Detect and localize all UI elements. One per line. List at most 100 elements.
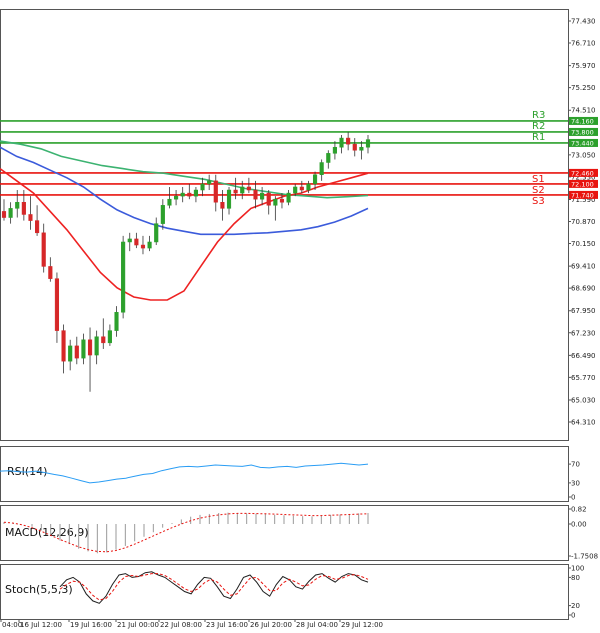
candle-down (87, 339, 93, 356)
price-axis-label: 76.710 (571, 40, 596, 48)
rsi-axis-label: 0 (571, 494, 575, 502)
candle-up (359, 146, 364, 151)
price-axis-label: 68.690 (571, 285, 596, 293)
price-axis-label: 75.970 (571, 62, 596, 70)
rsi-panel-frame (0, 446, 569, 502)
candle-up (332, 146, 337, 154)
stoch-axis-label: 20 (571, 602, 580, 610)
level-tag-value-r3: 74.160 (571, 118, 594, 126)
candle-up (15, 201, 20, 209)
candle-up (121, 241, 126, 313)
level-tag-r3 (569, 116, 598, 125)
time-axis-label: 29 Jul 12:00 (341, 621, 383, 629)
ma-blue-line (0, 146, 369, 236)
candle-up (147, 241, 152, 249)
rsi-axis-label: 30 (571, 479, 580, 487)
candle-down (213, 180, 218, 203)
level-tag-value-s3: 71.740 (571, 192, 594, 200)
stoch-axis-label: 100 (571, 565, 584, 573)
level-label-s2: S2 (532, 185, 545, 196)
ma-green-line (0, 140, 369, 199)
time-axis-label: 04:00 (2, 621, 22, 629)
candle-down (28, 214, 33, 221)
candle-up (8, 208, 13, 218)
candle-down (140, 244, 146, 249)
price-axis-label: 64.310 (571, 419, 596, 427)
rsi-axis-label: 70 (571, 461, 580, 469)
time-axis-label: 21 Jul 00:00 (117, 621, 159, 629)
candle-up (260, 192, 265, 200)
candle-up (200, 183, 205, 191)
stoch-axis-label: 80 (571, 574, 580, 582)
macd-axis-label: 0.82 (571, 506, 587, 514)
candle-down (74, 345, 79, 359)
candle-up (160, 205, 165, 224)
candle-down (220, 201, 225, 209)
price-axis-label: 71.590 (571, 196, 596, 204)
price-axis-label: 70.870 (571, 218, 596, 226)
candle-down (21, 201, 26, 215)
candle-up (174, 195, 179, 200)
time-axis-label: 19 Jul 16:00 (70, 621, 112, 629)
price-axis-label: 66.490 (571, 352, 596, 360)
candle-up (193, 189, 198, 197)
ma-red-line (0, 167, 369, 301)
candle-up (326, 153, 331, 163)
candle-down (35, 220, 40, 234)
candle-down (299, 186, 304, 191)
level-tag-s1 (569, 168, 598, 177)
candle-down (134, 238, 139, 246)
level-tag-value-s2: 72.100 (571, 181, 594, 189)
candle-down (253, 189, 258, 200)
stoch-panel-frame (0, 564, 569, 620)
candle-up (312, 174, 318, 185)
candle-up (365, 139, 371, 148)
price-axis-label: 67.230 (571, 329, 596, 337)
candle-up (286, 192, 291, 203)
level-label-s1: S1 (532, 174, 545, 185)
time-axis-label: 23 Jul 16:00 (206, 621, 248, 629)
macd-panel-frame (0, 505, 569, 561)
price-panel-frame (0, 9, 569, 441)
candle-up (114, 312, 119, 331)
candle-down (233, 189, 238, 194)
time-axis-label: 16 Jul 12:00 (20, 621, 62, 629)
rsi-line (0, 462, 369, 484)
macd-axis-label: -1.7508 (571, 553, 598, 561)
candle-down (266, 192, 271, 206)
price-axis-label: 69.410 (571, 263, 596, 271)
candle-up (207, 180, 212, 185)
price-axis-label: 77.430 (571, 18, 596, 26)
level-label-r1: R1 (532, 132, 545, 143)
level-tag-s3 (569, 190, 598, 199)
candle-up (68, 345, 73, 362)
candle-down (187, 192, 192, 197)
price-axis-label: 65.030 (571, 396, 596, 404)
rsi-panel: RSI(14) 70 30 0 (0, 446, 580, 502)
level-tag-value-s1: 72.460 (571, 170, 594, 178)
candle-up (273, 198, 278, 206)
price-axis-label: 67.950 (571, 307, 596, 315)
candle-down (48, 266, 53, 279)
candle-down (246, 186, 251, 191)
stoch-label: Stoch(5,5,3) (5, 583, 73, 596)
time-axis-label: 28 Jul 04:00 (296, 621, 338, 629)
level-tag-value-r2: 73.800 (571, 129, 594, 137)
candle-down (54, 278, 60, 331)
candle-up (94, 336, 99, 356)
candle-down (1, 211, 7, 218)
macd-label: MACD(12,26,9) (5, 526, 89, 539)
price-axis-label: 72.330 (571, 173, 596, 181)
candle-up (240, 186, 245, 194)
candle-up (226, 189, 232, 209)
time-axis-label: 22 Jul 08:00 (160, 621, 202, 629)
price-axis-label: 70.150 (571, 240, 596, 248)
macd-panel: MACD(12,26,9) 0.82 0.00 -1.7508 (0, 505, 598, 561)
price-axis-label: 65.770 (571, 374, 596, 382)
candle-up (127, 238, 132, 243)
level-tag-s2 (569, 179, 598, 188)
rsi-label: RSI(14) (7, 465, 47, 478)
